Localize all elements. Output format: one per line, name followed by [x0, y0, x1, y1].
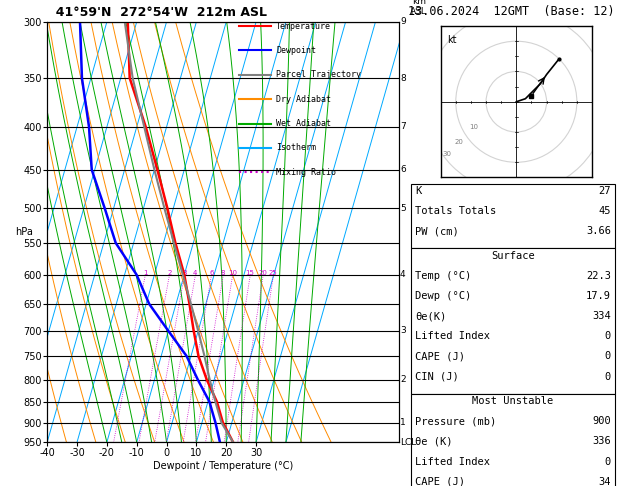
Text: 3.66: 3.66: [586, 226, 611, 236]
Text: Most Unstable: Most Unstable: [472, 396, 554, 406]
Text: 8: 8: [400, 73, 406, 83]
Text: 4: 4: [193, 270, 198, 276]
Bar: [411, 394, 615, 486]
Text: 41°59'N  272°54'W  212m ASL: 41°59'N 272°54'W 212m ASL: [47, 6, 267, 19]
Text: 13.06.2024  12GMT  (Base: 12): 13.06.2024 12GMT (Base: 12): [408, 5, 614, 17]
Text: 25: 25: [269, 270, 277, 276]
Text: Dewp (°C): Dewp (°C): [415, 291, 472, 301]
Text: θe (K): θe (K): [415, 436, 453, 446]
Text: Isotherm: Isotherm: [276, 143, 316, 153]
Text: 10: 10: [228, 270, 237, 276]
Text: CAPE (J): CAPE (J): [415, 351, 465, 362]
Text: Mixing Ratio (g/kg): Mixing Ratio (g/kg): [426, 252, 435, 338]
Text: 17.9: 17.9: [586, 291, 611, 301]
Text: hPa: hPa: [15, 227, 33, 237]
Text: 900: 900: [592, 416, 611, 426]
Text: 0: 0: [604, 331, 611, 341]
Text: Dewpoint: Dewpoint: [276, 46, 316, 55]
Text: Totals Totals: Totals Totals: [415, 206, 496, 216]
Text: Dry Adiabat: Dry Adiabat: [276, 95, 331, 104]
Text: CIN (J): CIN (J): [415, 372, 459, 382]
Text: Pressure (mb): Pressure (mb): [415, 416, 496, 426]
Text: Lifted Index: Lifted Index: [415, 331, 490, 341]
Text: 1: 1: [143, 270, 147, 276]
Text: 0: 0: [604, 372, 611, 382]
Text: LCL: LCL: [400, 438, 416, 447]
Text: 7: 7: [400, 122, 406, 131]
Text: 0: 0: [604, 351, 611, 362]
Text: 27: 27: [598, 186, 611, 196]
Text: 8: 8: [221, 270, 225, 276]
Text: 1: 1: [400, 418, 406, 427]
Text: 3: 3: [400, 327, 406, 335]
Text: Surface: Surface: [491, 251, 535, 260]
Text: Lifted Index: Lifted Index: [415, 456, 490, 467]
Text: Temperature: Temperature: [276, 21, 331, 31]
Text: Mixing Ratio: Mixing Ratio: [276, 168, 336, 177]
Text: km
ASL: km ASL: [410, 0, 427, 16]
Text: PW (cm): PW (cm): [415, 226, 459, 236]
Bar: [411, 248, 615, 394]
Text: 2: 2: [400, 375, 406, 384]
Text: CAPE (J): CAPE (J): [415, 477, 465, 486]
Text: 3: 3: [182, 270, 186, 276]
Text: 15: 15: [246, 270, 255, 276]
Text: 45: 45: [598, 206, 611, 216]
Text: Temp (°C): Temp (°C): [415, 271, 472, 281]
Text: 20: 20: [259, 270, 267, 276]
Text: 22.3: 22.3: [586, 271, 611, 281]
Text: 6: 6: [209, 270, 214, 276]
Bar: [411, 184, 615, 248]
Text: 34: 34: [598, 477, 611, 486]
Text: Parcel Trajectory: Parcel Trajectory: [276, 70, 361, 79]
X-axis label: Dewpoint / Temperature (°C): Dewpoint / Temperature (°C): [153, 461, 293, 470]
Text: 334: 334: [592, 311, 611, 321]
Text: 4: 4: [400, 270, 406, 279]
Text: 336: 336: [592, 436, 611, 446]
Text: 9: 9: [400, 17, 406, 26]
Text: 6: 6: [400, 165, 406, 174]
Text: Wet Adiabat: Wet Adiabat: [276, 119, 331, 128]
Text: 0: 0: [604, 456, 611, 467]
Text: K: K: [415, 186, 421, 196]
Text: 5: 5: [400, 204, 406, 213]
Text: 2: 2: [167, 270, 172, 276]
Text: θe(K): θe(K): [415, 311, 447, 321]
